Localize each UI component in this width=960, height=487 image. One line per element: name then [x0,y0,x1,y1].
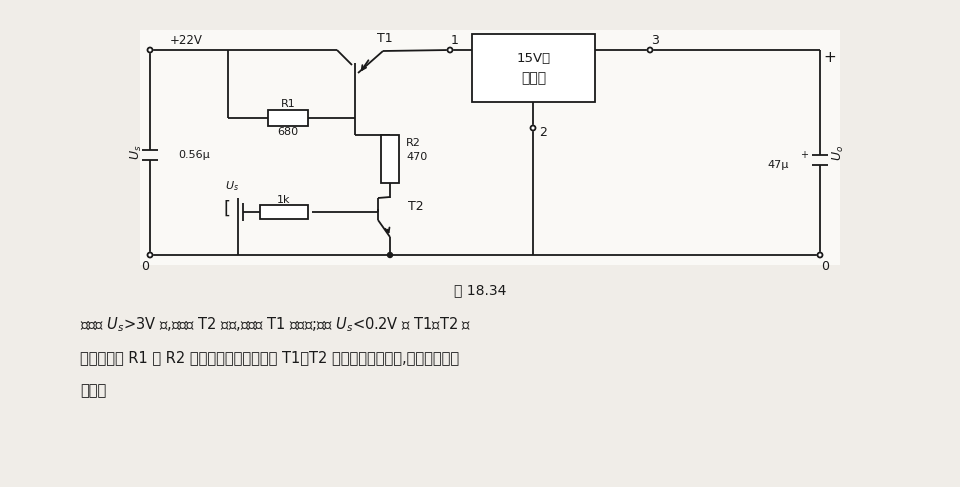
Text: 1: 1 [451,34,459,46]
Circle shape [148,252,153,258]
Text: 470: 470 [406,152,427,162]
Text: 稳压器: 稳压器 [521,71,546,85]
Bar [381,135,399,183]
Circle shape [148,48,153,53]
Text: 图 18.34: 图 18.34 [454,283,506,297]
Bar [260,205,308,219]
Text: T1: T1 [377,32,393,44]
Text: 0: 0 [141,261,149,274]
Circle shape [818,252,823,258]
Text: R2: R2 [406,138,420,148]
Circle shape [388,252,393,258]
Text: [: [ [224,200,230,218]
Text: 15V－: 15V－ [516,52,551,64]
Text: $U_o$: $U_o$ [830,145,846,161]
Circle shape [447,48,452,53]
Text: 止。实际中 R1 和 R2 的值同所选用的晶体管 T1、T2 以及工作电压有关,并要在实验中: 止。实际中 R1 和 R2 的值同所选用的晶体管 T1、T2 以及工作电压有关,… [80,351,459,366]
Text: +22V: +22V [170,34,203,46]
Text: 调整。: 调整。 [80,383,107,398]
Circle shape [531,126,536,131]
Text: 0: 0 [821,261,829,274]
Text: 47μ: 47μ [768,160,789,170]
Text: $U_s$: $U_s$ [129,145,144,160]
Text: R1: R1 [280,99,296,109]
Text: +: + [800,150,808,160]
Text: 0.56μ: 0.56μ [178,150,209,160]
Text: 1k: 1k [277,195,291,205]
Bar [472,34,595,102]
Circle shape [647,48,653,53]
Text: 3: 3 [651,34,659,46]
Bar [268,110,308,126]
Text: 当电压 $U_s$>3V 时,晶体管 T2 导通,从而使 T1 也导通;而当 $U_s$<0.2V 时 T1、T2 截: 当电压 $U_s$>3V 时,晶体管 T2 导通,从而使 T1 也导通;而当 $… [80,316,471,335]
Bar [140,30,840,265]
Text: T2: T2 [408,200,423,212]
Text: +: + [824,51,836,65]
Text: 680: 680 [277,127,299,137]
Text: $U_s$: $U_s$ [225,179,239,193]
Text: 2: 2 [540,127,547,139]
